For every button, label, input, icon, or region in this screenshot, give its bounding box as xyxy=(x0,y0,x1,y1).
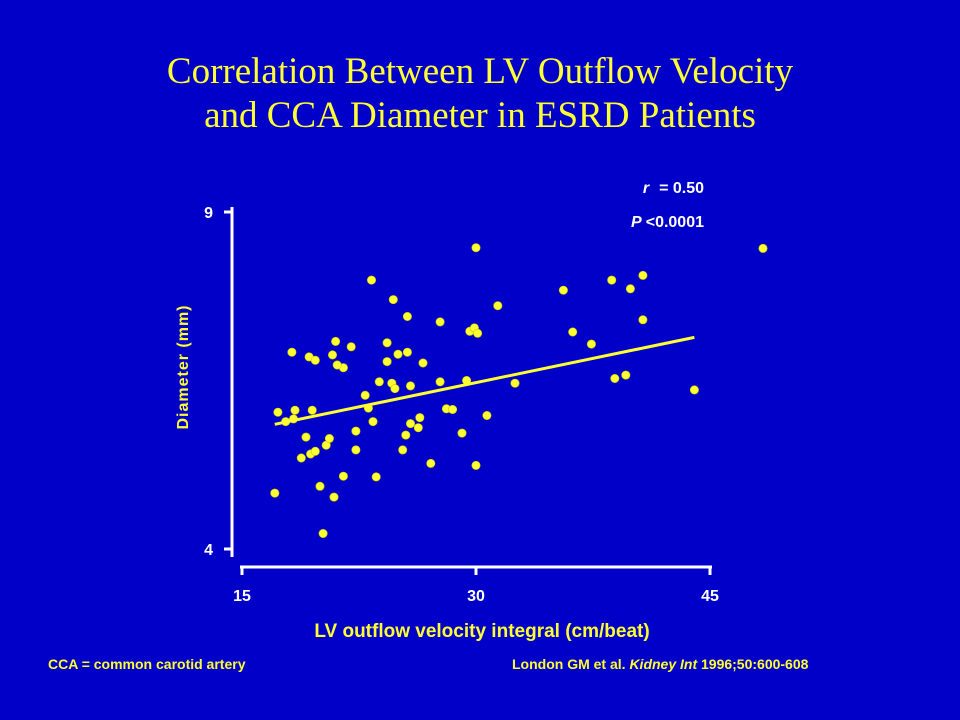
data-point xyxy=(307,405,317,415)
data-point xyxy=(371,472,381,482)
axis-tick-labels: 15 30 45 4 9 xyxy=(204,205,719,605)
data-point xyxy=(329,492,339,502)
x-tick-label: 15 xyxy=(233,588,251,605)
data-point xyxy=(493,301,503,311)
data-point xyxy=(413,423,423,433)
data-point xyxy=(374,377,384,387)
data-point xyxy=(351,445,361,455)
data-point xyxy=(351,426,361,436)
p-statistic: P <0.0001 xyxy=(631,214,704,231)
data-point xyxy=(758,243,768,253)
y-axis-label: Diameter (mm) xyxy=(175,304,192,429)
data-point xyxy=(270,488,280,498)
data-point xyxy=(625,284,635,294)
data-point xyxy=(290,405,300,415)
data-point xyxy=(310,355,320,365)
data-point xyxy=(568,327,578,337)
data-point xyxy=(638,270,648,280)
data-point xyxy=(338,471,348,481)
data-point xyxy=(401,430,411,440)
data-point xyxy=(388,295,398,305)
data-point xyxy=(482,410,492,420)
data-point xyxy=(448,404,458,414)
axis-ticks xyxy=(224,210,712,575)
citation-journal: Kidney Int xyxy=(629,656,698,672)
x-tick-label: 45 xyxy=(701,588,719,605)
data-point xyxy=(405,381,415,391)
data-point xyxy=(398,445,408,455)
data-point xyxy=(471,460,481,470)
data-point xyxy=(393,349,403,359)
title-line-1: Correlation Between LV Outflow Velocity xyxy=(166,51,794,92)
citation-authors: London GM et al. xyxy=(512,656,630,672)
data-point xyxy=(382,357,392,367)
data-point xyxy=(360,390,370,400)
p-symbol: P xyxy=(631,214,642,231)
data-point xyxy=(457,428,467,438)
slide-title: Correlation Between LV Outflow Velocity … xyxy=(0,50,960,138)
data-points xyxy=(270,243,768,538)
data-point xyxy=(415,413,425,423)
data-point xyxy=(368,417,378,427)
r-statistic: r = 0.50 xyxy=(643,180,704,197)
x-axis-label: LV outflow velocity integral (cm/beat) xyxy=(314,621,649,642)
chart-axes xyxy=(230,207,712,569)
data-point xyxy=(331,336,341,346)
regression-line xyxy=(274,335,695,426)
data-point xyxy=(402,311,412,321)
citation: London GM et al. Kidney Int 1996;50:600-… xyxy=(512,656,808,672)
data-point xyxy=(471,243,481,253)
data-point xyxy=(346,342,356,352)
data-point xyxy=(273,407,283,417)
data-point xyxy=(426,458,436,468)
data-point xyxy=(610,373,620,383)
data-point xyxy=(689,385,699,395)
data-point xyxy=(435,377,445,387)
data-point xyxy=(327,350,337,360)
data-point xyxy=(402,347,412,357)
data-point xyxy=(332,360,342,370)
x-tick-label: 30 xyxy=(467,588,485,605)
regression-fit xyxy=(274,335,695,426)
data-point xyxy=(315,481,325,491)
p-value: <0.0001 xyxy=(646,214,704,231)
y-tick-label: 4 xyxy=(204,542,213,559)
data-point xyxy=(405,419,415,429)
data-point xyxy=(586,339,596,349)
data-point xyxy=(287,347,297,357)
data-point xyxy=(324,433,334,443)
data-point xyxy=(296,453,306,463)
r-value: = 0.50 xyxy=(659,180,704,197)
data-point xyxy=(435,317,445,327)
data-point xyxy=(310,446,320,456)
r-symbol: r xyxy=(643,180,650,197)
data-point xyxy=(621,370,631,380)
data-point xyxy=(607,275,617,285)
abbreviation-note: CCA = common carotid artery xyxy=(48,656,246,672)
data-point xyxy=(473,328,483,338)
data-point xyxy=(318,528,328,538)
data-point xyxy=(638,315,648,325)
data-point xyxy=(390,384,400,394)
data-point xyxy=(510,378,520,388)
citation-details: 1996;50:600-608 xyxy=(697,656,809,672)
data-point xyxy=(301,432,311,442)
data-point xyxy=(382,338,392,348)
data-point xyxy=(558,285,568,295)
data-point xyxy=(366,275,376,285)
y-tick-label: 9 xyxy=(204,205,213,222)
title-line-2: and CCA Diameter in ESRD Patients xyxy=(204,95,756,136)
data-point xyxy=(418,358,428,368)
